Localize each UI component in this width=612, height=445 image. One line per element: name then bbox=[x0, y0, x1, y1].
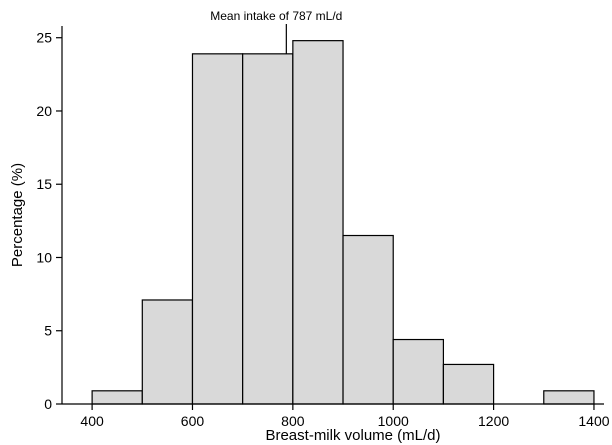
y-tick-label: 25 bbox=[36, 30, 52, 46]
x-tick-label: 800 bbox=[281, 413, 305, 429]
x-axis-title: Breast-milk volume (mL/d) bbox=[265, 427, 440, 444]
x-ticks-group: 400 600 800 1000 1200 1400 bbox=[80, 404, 610, 429]
y-tick-label: 0 bbox=[44, 396, 52, 412]
histogram-bar bbox=[91, 390, 143, 405]
histogram-bar bbox=[191, 53, 244, 405]
histogram-bar bbox=[442, 363, 495, 405]
histogram-bar bbox=[392, 338, 445, 405]
histogram-bar bbox=[543, 390, 595, 405]
y-tick-label: 5 bbox=[44, 323, 52, 339]
histogram-bar bbox=[242, 53, 294, 405]
x-tick-label: 1400 bbox=[578, 413, 609, 429]
y-tick-label: 20 bbox=[36, 103, 52, 119]
mean-intake-label: Mean intake of 787 mL/d bbox=[210, 9, 342, 23]
x-tick-label: 400 bbox=[80, 413, 104, 429]
histogram-bar bbox=[292, 40, 344, 405]
histogram-bar bbox=[141, 299, 194, 405]
y-axis-title: Percentage (%) bbox=[9, 163, 26, 267]
bars-group bbox=[91, 40, 595, 405]
x-tick-label: 1000 bbox=[378, 413, 409, 429]
x-tick-label: 1200 bbox=[478, 413, 509, 429]
y-tick-label: 15 bbox=[36, 176, 52, 192]
x-tick-label: 600 bbox=[181, 413, 205, 429]
histogram-bar bbox=[342, 234, 394, 405]
y-ticks-group: 0 5 10 15 20 25 bbox=[36, 30, 62, 412]
y-tick-label: 10 bbox=[36, 249, 52, 265]
